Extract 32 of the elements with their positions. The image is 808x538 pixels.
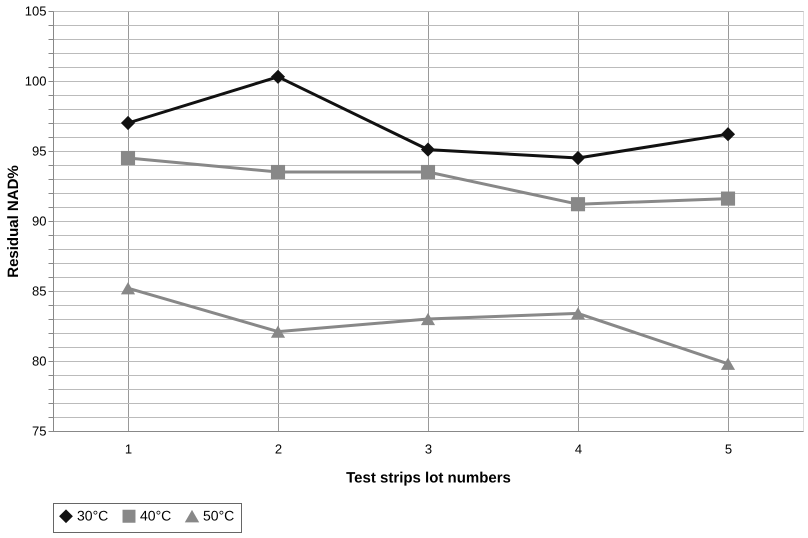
y-tick-label: 105 — [24, 4, 46, 18]
point — [270, 70, 286, 84]
y-tick-label: 90 — [32, 214, 46, 228]
x-tick-label: 1 — [124, 442, 132, 456]
point — [570, 197, 586, 212]
point — [570, 150, 586, 166]
point — [720, 127, 736, 142]
point — [270, 325, 286, 338]
point — [720, 192, 736, 206]
point — [570, 307, 586, 320]
x-tick-label: 5 — [724, 442, 732, 456]
x-tick-label: 3 — [424, 442, 432, 456]
y-tick-label: 85 — [32, 284, 46, 298]
point — [720, 358, 736, 370]
point — [120, 282, 136, 294]
x-axis-title: Test strips lot numbers — [346, 470, 511, 486]
point — [120, 116, 136, 130]
point — [120, 150, 136, 166]
x-tick-label: 2 — [274, 442, 282, 456]
point — [420, 312, 436, 326]
y-tick-label: 80 — [32, 354, 46, 368]
legend-label: 50°C — [203, 508, 234, 524]
y-tick-label: 75 — [32, 424, 46, 438]
point — [420, 164, 436, 180]
point — [270, 164, 286, 180]
point — [420, 142, 436, 157]
legend-label: 40°C — [140, 507, 172, 524]
legend-label: 30°C — [77, 507, 108, 524]
y-axis-title: Residual NAD% — [4, 165, 22, 278]
x-tick-label: 4 — [574, 442, 582, 456]
y-tick-label: 100 — [24, 74, 46, 88]
y-tick-label: 95 — [32, 144, 46, 158]
